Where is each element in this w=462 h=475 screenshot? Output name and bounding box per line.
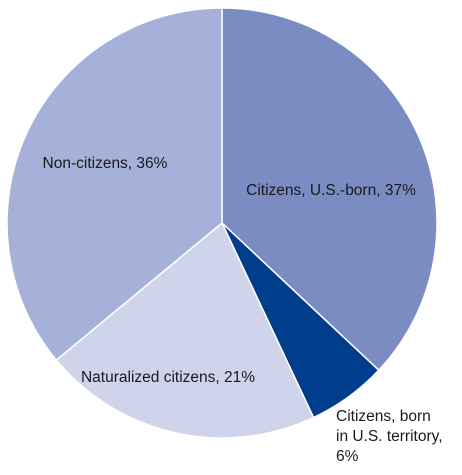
slice-label-line: Non-citizens, 36%: [43, 155, 168, 172]
slice-label-line: Citizens, U.S.-born, 37%: [246, 182, 416, 199]
pie-slice-citizens-u-s-born: [221, 7, 438, 372]
slice-label-line: Naturalized citizens, 21%: [81, 369, 255, 386]
pie-slice-non-citizens: [6, 7, 223, 362]
slice-label-line: in U.S. territory,: [336, 428, 443, 445]
slice-label-line: Citizens, born: [336, 408, 431, 425]
slice-label-citizens-u-s-born: Citizens, U.S.-born, 37%: [246, 182, 416, 199]
slice-label-citizens-born-in-u-s-territory: Citizens, born in U.S. territory, 6%: [336, 408, 443, 465]
slice-label-line: 6%: [336, 448, 359, 465]
slice-label-naturalized-citizens: Naturalized citizens, 21%: [81, 369, 255, 386]
slice-label-non-citizens: Non-citizens, 36%: [43, 155, 168, 172]
pie-slice-naturalized-citizens: [55, 221, 315, 439]
